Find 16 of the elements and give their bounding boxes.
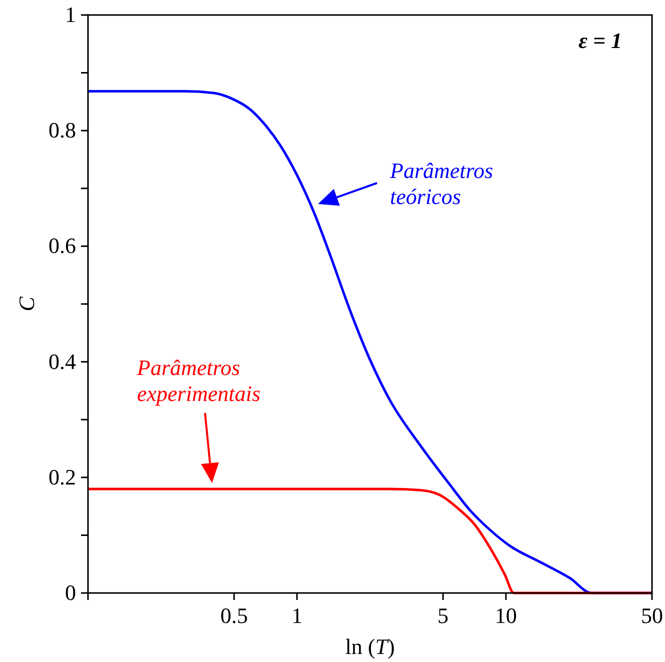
y-tick-label: 0	[65, 580, 76, 605]
annotation: ε = 1	[578, 28, 622, 53]
x-tick-label: 5	[438, 603, 449, 628]
y-tick-label: 0.2	[48, 464, 76, 490]
annotation: Parâmetros experimentais	[136, 355, 260, 406]
annotation: Parâmetros teóricos	[389, 158, 494, 209]
x-tick-label: 1	[291, 603, 302, 628]
y-tick-label: 0.6	[48, 233, 76, 258]
y-tick-label: 0.4	[48, 348, 76, 374]
x-tick-label: 50	[641, 603, 663, 628]
y-axis-title: C	[14, 296, 39, 312]
x-axis-title: ln (T)	[345, 634, 395, 659]
y-tick-label: 1	[65, 2, 76, 27]
x-tick-label: 10	[494, 603, 517, 628]
y-tick-label: 0.8	[48, 118, 76, 143]
x-tick-label: 0.5	[220, 603, 248, 628]
